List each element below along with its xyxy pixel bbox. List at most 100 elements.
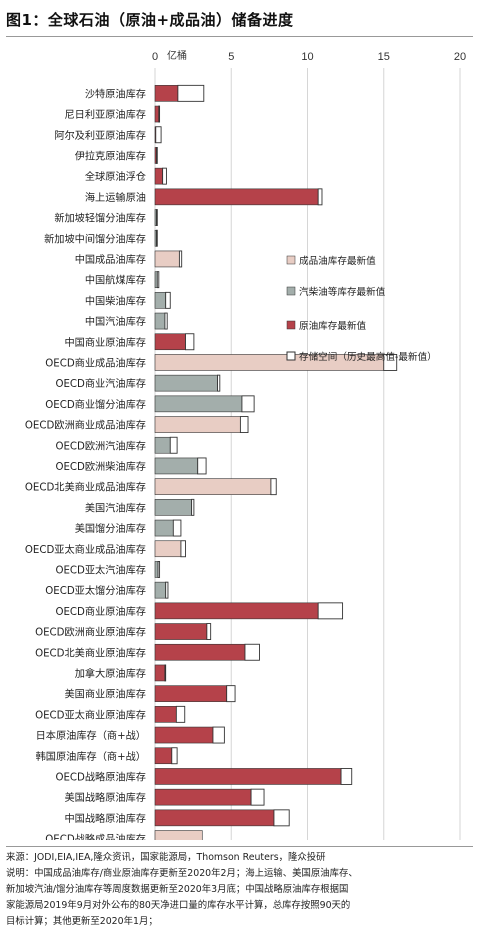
bar-storage-space <box>212 726 225 744</box>
category-label: 中国商业原油库存 <box>65 336 147 349</box>
bar-storage-space <box>169 436 178 454</box>
x-axis: 0 5 10 15 20 亿桶 <box>152 49 466 63</box>
stock-progress-bar-chart: 0 5 10 15 20 亿桶 沙特原油库存尼日利亚原油库存阿尔及利亚原油库存伊拉克原油库… <box>25 49 466 840</box>
bar-latest-value <box>154 830 203 840</box>
bar-storage-space <box>156 209 158 227</box>
note-line: 家能源局2019年9月对外公布的80天净进口量的库存水平计算，总库存按照90天的 <box>6 900 351 911</box>
category-label: 新加坡中间馏分油库存 <box>44 232 146 245</box>
category-label: 中国汽油库存 <box>85 315 146 328</box>
category-label: 中国战略原油库存 <box>65 812 147 825</box>
bar-latest-value <box>154 416 241 433</box>
bar-latest-value <box>154 457 199 475</box>
x-tick-label: 0 <box>152 51 158 63</box>
legend-label: 汽柴油等库存最新值 <box>299 286 386 298</box>
bar-latest-value <box>154 664 166 682</box>
category-label: 加拿大原油库存 <box>75 667 146 680</box>
bar-latest-value <box>154 188 319 206</box>
category-label: 新加坡轻馏分油库存 <box>54 212 146 225</box>
bar-latest-value <box>154 292 166 309</box>
category-label: 全球原油浮仓 <box>85 170 146 183</box>
bar-storage-space <box>164 664 167 682</box>
bar-storage-space <box>165 291 171 309</box>
bar-storage-space <box>164 312 168 330</box>
category-label: 沙特原油库存 <box>85 87 146 100</box>
bar-storage-space <box>206 623 212 640</box>
chart-title: 图1：全球石油（原油+成品油）储备进度 <box>6 11 294 29</box>
bar-storage-space <box>197 457 207 475</box>
category-label: OECD亚太商业原油库存 <box>35 708 146 721</box>
bar-latest-value <box>154 499 192 516</box>
bar-storage-space <box>178 250 183 268</box>
bar-storage-space <box>165 581 169 599</box>
legend-swatch <box>286 320 296 330</box>
bar-storage-space <box>191 498 195 516</box>
gridlines <box>154 68 461 840</box>
x-tick-label: 10 <box>301 51 313 63</box>
bar-storage-space <box>158 105 161 123</box>
bar-latest-value <box>154 540 182 558</box>
bar-storage-space <box>156 229 158 247</box>
source-line: 来源：JODI,EIA,IEA,隆众资讯，国家能源局，Thomson Reute… <box>6 852 326 863</box>
category-label: 中国航煤库存 <box>85 274 146 287</box>
category-label: OECD欧洲汽油库存 <box>55 439 146 452</box>
title-divider <box>6 36 473 37</box>
category-label: 阿尔及利亚原油库存 <box>54 129 146 142</box>
bar-latest-value <box>154 561 159 578</box>
bar-storage-space <box>273 809 290 827</box>
bar-latest-value <box>154 167 163 185</box>
bar-latest-value <box>154 809 275 827</box>
bar-latest-value <box>154 519 174 537</box>
bar-storage-space <box>270 478 277 496</box>
bar-latest-value <box>154 768 342 785</box>
category-label: OECD商业馏分油库存 <box>45 398 146 411</box>
bar-latest-value <box>154 726 214 744</box>
legend-swatch <box>286 255 296 265</box>
x-tick-label: 15 <box>378 51 390 63</box>
category-label: OECD亚太汽油库存 <box>55 563 146 576</box>
bar-latest-value <box>154 85 179 102</box>
category-label: OECD战略成品油库存 <box>45 833 146 840</box>
note-line: 目标计算；其他更新至2020年1月； <box>6 916 158 927</box>
legend-swatch <box>286 351 296 361</box>
bar-latest-value <box>154 333 186 351</box>
bar-latest-value <box>154 374 218 392</box>
bar-latest-value <box>154 685 227 702</box>
category-label: 中国柴油库存 <box>85 294 146 307</box>
bar-storage-space <box>175 705 186 723</box>
bar-storage-space <box>177 84 205 102</box>
chart-footer: 来源：JODI,EIA,IEA,隆众资讯，国家能源局，Thomson Reute… <box>6 850 472 930</box>
category-labels: 沙特原油库存尼日利亚原油库存阿尔及利亚原油库存伊拉克原油库存全球原油浮仓海上运输… <box>25 87 146 840</box>
category-label: 中国成品油库存 <box>75 253 146 266</box>
category-label: OECD欧洲商业原油库存 <box>35 626 146 639</box>
bar-latest-value <box>154 788 252 806</box>
category-label: 韩国原油库存（商+战） <box>36 750 146 763</box>
bar-storage-space <box>155 126 162 144</box>
bar-latest-value <box>154 312 166 330</box>
category-label: 海上运输原油 <box>85 191 146 204</box>
category-label: OECD战略原油库存 <box>55 770 146 783</box>
bar-storage-space <box>317 188 323 206</box>
bars <box>154 84 398 840</box>
bar-storage-space <box>383 354 398 371</box>
bar-storage-space <box>244 643 260 661</box>
category-label: OECD商业汽油库存 <box>55 377 146 390</box>
bar-latest-value <box>154 643 246 661</box>
category-label: 美国馏分油库存 <box>75 522 146 535</box>
category-label: OECD欧洲商业成品油库存 <box>25 419 146 432</box>
legend-label: 成品油库存最新值 <box>299 255 376 267</box>
x-tick-label: 5 <box>228 51 234 63</box>
bar-storage-space <box>171 747 178 765</box>
bar-storage-space <box>226 685 236 703</box>
category-label: OECD北美商业成品油库存 <box>25 481 146 494</box>
category-label: 美国商业原油库存 <box>65 688 147 701</box>
bar-latest-value <box>154 250 180 268</box>
category-label: OECD商业成品油库存 <box>45 356 146 369</box>
bar-storage-space <box>317 602 344 620</box>
bar-storage-space <box>156 271 160 289</box>
footer-divider <box>6 846 473 847</box>
category-label: 尼日利亚原油库存 <box>65 108 147 121</box>
bar-storage-space <box>340 768 353 785</box>
bar-storage-space <box>239 416 249 433</box>
x-tick-label: 20 <box>454 51 466 63</box>
